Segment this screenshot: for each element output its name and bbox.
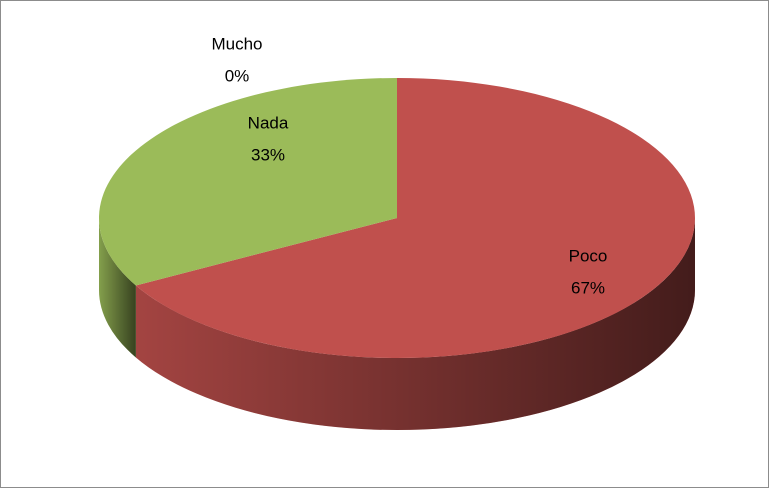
slice-side-shade [135,218,696,430]
slice-value-label: 0% [225,66,250,85]
slice-side-shade [99,218,136,358]
slice-label: Poco [569,246,608,265]
slice-value-label: 67% [571,278,605,297]
slice [135,78,696,358]
slice-value-label: 33% [251,145,285,164]
slice-label: Mucho [211,34,262,53]
slice [98,77,397,286]
slice-label: Nada [248,113,289,132]
